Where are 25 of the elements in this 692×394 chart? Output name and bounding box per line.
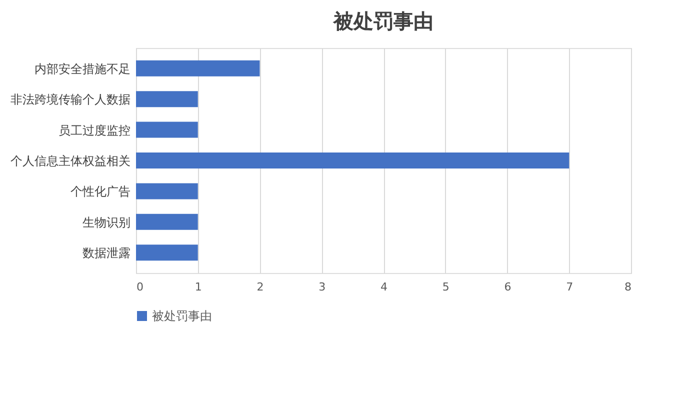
bar [136,122,198,138]
x-tick-label: 0 [136,280,144,294]
x-tick-label: 7 [566,280,574,294]
y-tick-label: 个性化广告 [70,184,130,199]
y-tick-label: 非法跨境传输个人数据 [10,92,130,107]
y-tick-label: 员工过度监控 [58,123,130,138]
bar [136,214,198,230]
bar [136,60,260,76]
y-tick-label: 内部安全措施不足 [34,62,130,76]
x-tick-label: 1 [194,280,202,294]
bar [136,244,198,261]
bar [136,91,198,108]
x-tick-label: 3 [318,280,326,294]
x-tick-label: 6 [504,280,512,294]
x-tick-label: 5 [442,280,450,294]
x-tick-label: 8 [624,280,632,294]
x-tick-label: 2 [256,280,264,294]
y-tick-label: 个人信息主体权益相关 [10,154,130,168]
x-tick-label: 4 [380,280,388,294]
y-tick-label: 数据泄露 [82,246,130,260]
bar [136,152,570,168]
chart-title: 被处罚事由 [332,9,434,33]
bar [136,183,198,200]
legend-label: 被处罚事由 [152,309,212,323]
y-tick-label: 生物识别 [82,215,130,230]
